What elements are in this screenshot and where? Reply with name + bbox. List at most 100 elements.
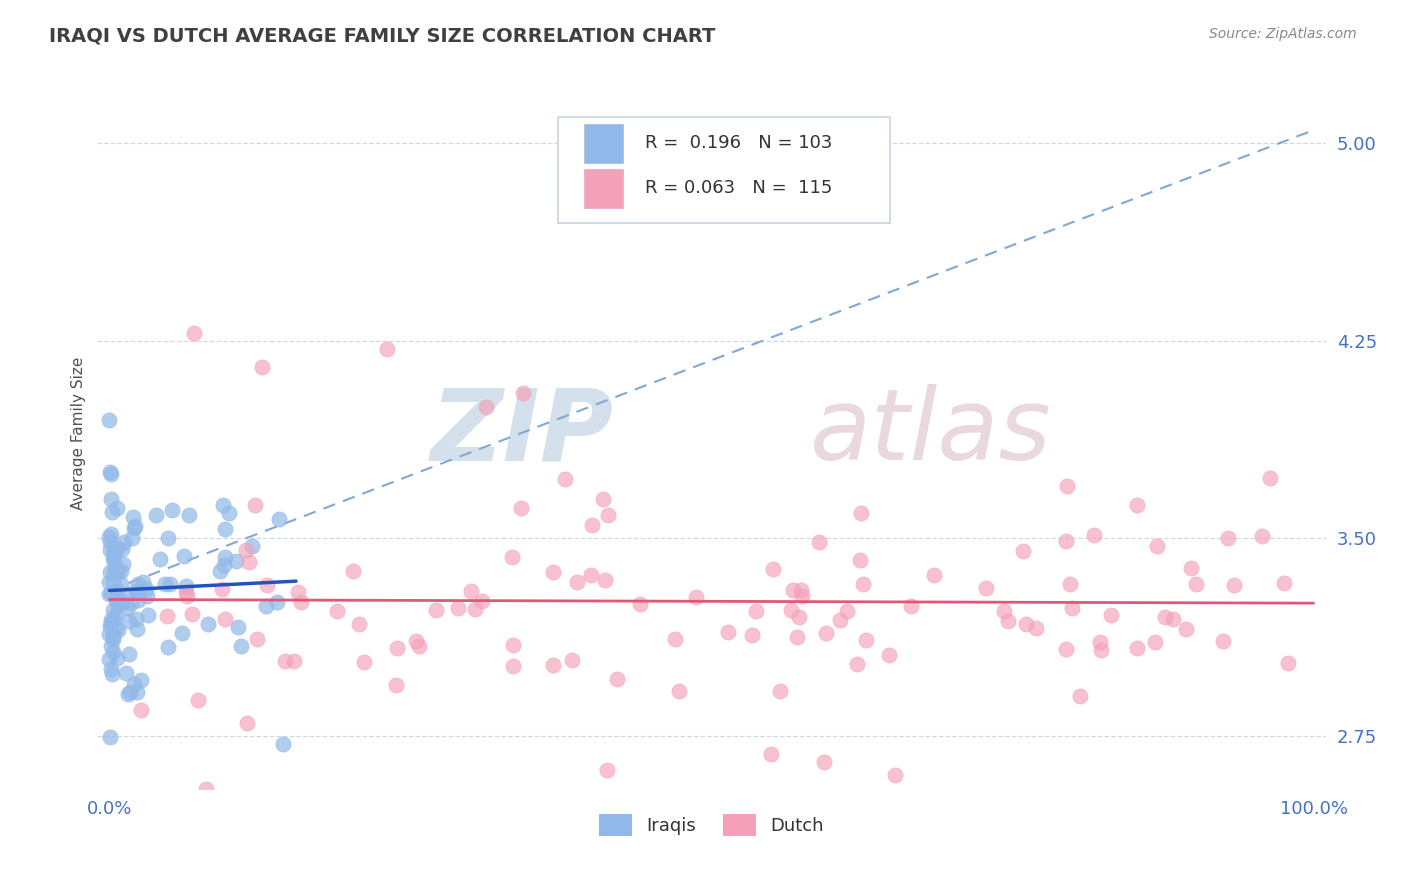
- Point: [1054, 533, 1077, 548]
- Point: [107, 501, 129, 516]
- Point: [98, 652, 121, 666]
- Point: [103, 545, 125, 559]
- Point: [1223, 578, 1246, 592]
- Point: [353, 655, 375, 669]
- Point: [1060, 601, 1083, 615]
- Point: [1126, 641, 1149, 656]
- Point: [214, 522, 236, 536]
- Point: [1126, 498, 1149, 512]
- Point: [630, 597, 652, 611]
- Text: atlas: atlas: [810, 384, 1052, 482]
- Point: [211, 498, 233, 512]
- Point: [789, 582, 811, 597]
- Point: [835, 604, 858, 618]
- Point: [851, 506, 873, 520]
- Point: [110, 577, 132, 591]
- Point: [120, 596, 142, 610]
- Point: [447, 600, 470, 615]
- Point: [100, 616, 122, 631]
- Point: [1212, 633, 1234, 648]
- Point: [787, 610, 810, 624]
- Point: [471, 594, 494, 608]
- Point: [100, 614, 122, 628]
- Point: [256, 578, 278, 592]
- Point: [561, 653, 583, 667]
- Point: [125, 583, 148, 598]
- Point: [922, 568, 945, 582]
- Point: [593, 573, 616, 587]
- Point: [125, 612, 148, 626]
- Point: [218, 506, 240, 520]
- Point: [283, 654, 305, 668]
- Point: [122, 677, 145, 691]
- Point: [741, 628, 763, 642]
- Point: [103, 612, 125, 626]
- Point: [266, 595, 288, 609]
- FancyBboxPatch shape: [583, 169, 623, 208]
- Point: [155, 577, 177, 591]
- Point: [136, 607, 159, 622]
- Text: Source: ZipAtlas.com: Source: ZipAtlas.com: [1209, 27, 1357, 41]
- Point: [115, 600, 138, 615]
- Point: [172, 626, 194, 640]
- Point: [849, 553, 872, 567]
- Point: [214, 549, 236, 564]
- Point: [107, 541, 129, 556]
- Point: [98, 586, 121, 600]
- Point: [197, 616, 219, 631]
- Point: [1185, 576, 1208, 591]
- Point: [541, 566, 564, 580]
- Point: [579, 568, 602, 582]
- Point: [98, 413, 121, 427]
- Point: [408, 639, 430, 653]
- Point: [101, 602, 124, 616]
- Point: [226, 619, 249, 633]
- Point: [385, 641, 408, 656]
- Point: [103, 566, 125, 580]
- Point: [1277, 657, 1299, 671]
- Y-axis label: Average Family Size: Average Family Size: [72, 356, 86, 509]
- Point: [1054, 642, 1077, 657]
- Point: [512, 386, 534, 401]
- Point: [103, 546, 125, 560]
- Point: [501, 549, 523, 564]
- Point: [581, 518, 603, 533]
- Point: [1216, 531, 1239, 545]
- Point: [110, 564, 132, 578]
- Point: [118, 685, 141, 699]
- Point: [717, 625, 740, 640]
- Point: [111, 594, 134, 608]
- Point: [1146, 539, 1168, 553]
- Point: [565, 575, 588, 590]
- Point: [103, 549, 125, 564]
- Point: [664, 632, 686, 647]
- Point: [194, 781, 217, 796]
- Point: [208, 564, 231, 578]
- Point: [759, 747, 782, 762]
- Point: [111, 557, 134, 571]
- Point: [464, 601, 486, 615]
- Point: [98, 466, 121, 480]
- Point: [828, 613, 851, 627]
- Point: [1250, 529, 1272, 543]
- Point: [1069, 689, 1091, 703]
- Point: [1154, 610, 1177, 624]
- Point: [105, 565, 128, 579]
- Point: [592, 491, 614, 506]
- Point: [792, 589, 814, 603]
- Point: [475, 400, 498, 414]
- Point: [405, 634, 427, 648]
- Point: [98, 730, 121, 744]
- Point: [121, 531, 143, 545]
- Point: [375, 342, 398, 356]
- Point: [502, 659, 524, 673]
- Point: [1099, 607, 1122, 622]
- Text: ZIP: ZIP: [430, 384, 613, 482]
- Point: [131, 575, 153, 590]
- Point: [127, 593, 149, 607]
- Point: [145, 508, 167, 522]
- Point: [1056, 479, 1078, 493]
- Point: [98, 627, 121, 641]
- Point: [271, 737, 294, 751]
- Point: [814, 626, 837, 640]
